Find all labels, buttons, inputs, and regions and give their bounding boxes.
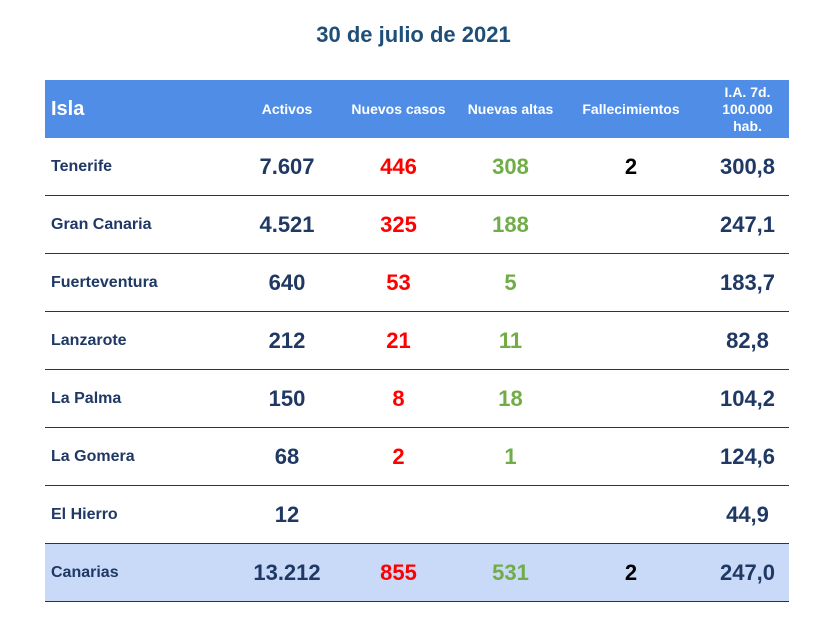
cell-activos: 640 xyxy=(242,253,332,312)
cell-ia: 124,6 xyxy=(706,427,789,486)
table-row: Tenerife 7.607 446 308 2 300,8 xyxy=(45,138,789,196)
header-fallecimientos: Fallecimientos xyxy=(556,80,706,138)
cell-nuevos: 2 xyxy=(332,427,465,486)
cell-isla: La Gomera xyxy=(45,427,242,486)
cell-nuevos: 21 xyxy=(332,311,465,370)
cell-activos: 150 xyxy=(242,369,332,428)
cell-nuevos: 325 xyxy=(332,195,465,254)
cell-activos: 68 xyxy=(242,427,332,486)
cell-ia: 247,1 xyxy=(706,195,789,254)
cell-isla: Tenerife xyxy=(45,138,242,196)
header-ia: I.A. 7d. 100.000 hab. xyxy=(706,80,789,138)
cell-nuevos: 446 xyxy=(332,138,465,196)
cell-isla: Canarias xyxy=(45,543,242,602)
table-row: El Hierro 12 44,9 xyxy=(45,485,789,544)
cell-activos: 12 xyxy=(242,485,332,544)
cell-activos: 13.212 xyxy=(242,543,332,602)
header-nuevas-altas: Nuevas altas xyxy=(465,80,556,138)
cell-activos: 7.607 xyxy=(242,138,332,196)
cell-nuevos: 855 xyxy=(332,543,465,602)
page-title: 30 de julio de 2021 xyxy=(316,22,511,47)
cell-altas: 5 xyxy=(465,253,556,312)
cell-isla: La Palma xyxy=(45,369,242,428)
cell-nuevos: 8 xyxy=(332,369,465,428)
cell-activos: 212 xyxy=(242,311,332,370)
header-nuevos-casos: Nuevos casos xyxy=(332,80,465,138)
cell-altas: 531 xyxy=(465,543,556,602)
cell-ia: 183,7 xyxy=(706,253,789,312)
cell-nuevos xyxy=(332,485,465,544)
cell-ia: 247,0 xyxy=(706,543,789,602)
cell-altas: 188 xyxy=(465,195,556,254)
cell-altas: 11 xyxy=(465,311,556,370)
header-isla: Isla xyxy=(45,80,242,138)
table-row: Lanzarote 212 21 11 82,8 xyxy=(45,311,789,370)
cell-fallecimientos xyxy=(556,311,706,370)
table-row: La Gomera 68 2 1 124,6 xyxy=(45,427,789,486)
cell-fallecimientos xyxy=(556,485,706,544)
cell-ia: 104,2 xyxy=(706,369,789,428)
header-activos: Activos xyxy=(242,80,332,138)
cell-isla: Gran Canaria xyxy=(45,195,242,254)
covid-table: Isla Activos Nuevos casos Nuevas altas F… xyxy=(45,80,789,602)
table-row: Fuerteventura 640 53 5 183,7 xyxy=(45,253,789,312)
table-row: La Palma 150 8 18 104,2 xyxy=(45,369,789,428)
cell-isla: El Hierro xyxy=(45,485,242,544)
cell-isla: Fuerteventura xyxy=(45,253,242,312)
total-row: Canarias 13.212 855 531 2 247,0 xyxy=(45,543,789,602)
header-row: Isla Activos Nuevos casos Nuevas altas F… xyxy=(45,80,789,138)
cell-altas: 1 xyxy=(465,427,556,486)
cell-isla: Lanzarote xyxy=(45,311,242,370)
cell-altas: 18 xyxy=(465,369,556,428)
cell-fallecimientos xyxy=(556,253,706,312)
header-ia-text: I.A. 7d. 100.000 hab. xyxy=(722,83,773,134)
cell-fallecimientos: 2 xyxy=(556,543,706,602)
cell-fallecimientos xyxy=(556,427,706,486)
cell-fallecimientos xyxy=(556,369,706,428)
cell-nuevos: 53 xyxy=(332,253,465,312)
table-row: Gran Canaria 4.521 325 188 247,1 xyxy=(45,195,789,254)
cell-ia: 82,8 xyxy=(706,311,789,370)
cell-fallecimientos: 2 xyxy=(556,138,706,196)
cell-ia: 44,9 xyxy=(706,485,789,544)
cell-altas xyxy=(465,485,556,544)
cell-altas: 308 xyxy=(465,138,556,196)
cell-activos: 4.521 xyxy=(242,195,332,254)
cell-ia: 300,8 xyxy=(706,138,789,196)
cell-fallecimientos xyxy=(556,195,706,254)
